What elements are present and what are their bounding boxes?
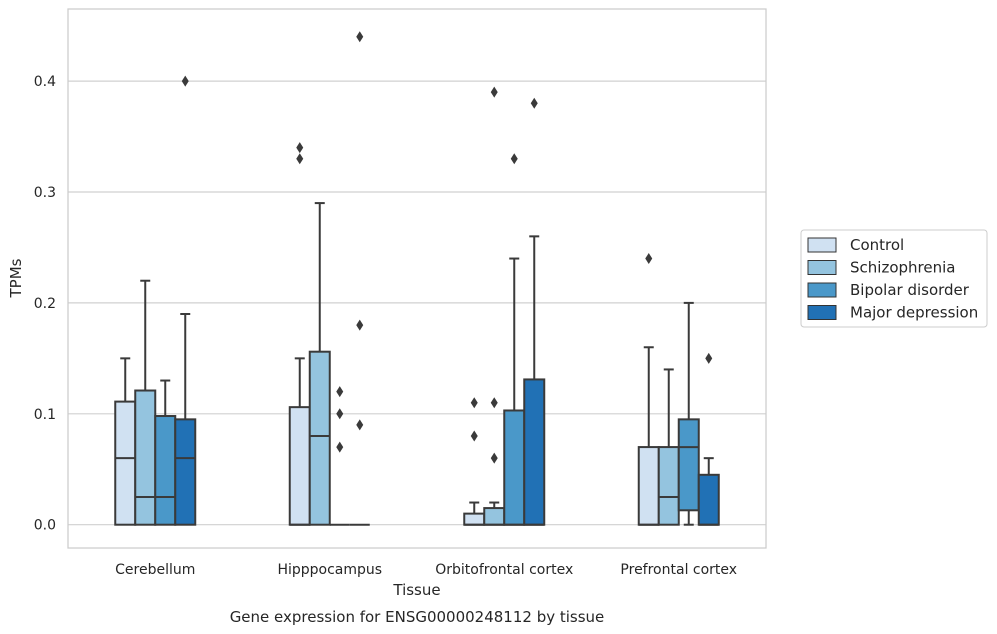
box-schizophrenia: [483, 86, 506, 526]
legend-label: Bipolar disorder: [850, 281, 970, 299]
box-schizophrenia: [657, 368, 680, 526]
x-tick-label: Prefrontal cortex: [620, 562, 737, 578]
outlier-point: [336, 408, 344, 420]
outlier-point: [336, 386, 344, 398]
legend-swatch: [807, 237, 837, 253]
outlier-point: [530, 97, 538, 109]
box-major-depression: [349, 31, 370, 526]
outlier-point: [181, 75, 189, 87]
x-tick-label: Cerebellum: [115, 562, 195, 578]
box-body: [637, 446, 660, 526]
legend-frame: [800, 229, 988, 328]
box-body: [503, 409, 526, 526]
y-tick-label: 0.1: [34, 407, 56, 423]
y-tick-label: 0.2: [34, 296, 56, 312]
y-axis-label: TPMs: [7, 258, 25, 298]
box-body: [288, 406, 311, 526]
legend-label: Schizophrenia: [850, 259, 955, 277]
x-tick-label: Orbitofrontal cortex: [435, 562, 573, 578]
legend-label: Control: [850, 236, 904, 254]
chart-caption: Gene expression for ENSG00000248112 by t…: [230, 608, 605, 626]
box-body: [697, 473, 720, 526]
box-body: [114, 400, 137, 526]
box-body: [677, 418, 700, 512]
outlier-point: [470, 397, 478, 409]
box-major-depression: [523, 97, 546, 526]
outlier-point: [490, 397, 498, 409]
plot-frame: [67, 8, 767, 549]
box-bipolar-disorder: [677, 301, 700, 526]
x-tick-label: Hipppocampus: [277, 562, 382, 578]
outlier-point: [336, 441, 344, 453]
box-bipolar-disorder: [329, 386, 350, 526]
outlier-point: [356, 31, 364, 43]
box-control: [637, 253, 660, 526]
box-body: [174, 418, 197, 526]
outlier-point: [356, 319, 364, 331]
box-body: [154, 415, 177, 526]
y-tick-labels: 0.0 0.1 0.2 0.3 0.4: [34, 74, 56, 534]
box-major-depression: [697, 352, 720, 526]
outlier-point: [645, 253, 653, 265]
legend-swatch: [807, 282, 837, 298]
box-body: [463, 512, 486, 526]
legend: Control Schizophrenia Bipolar disorder Majo…: [800, 229, 988, 328]
box-body: [483, 507, 506, 526]
outlier-point: [705, 352, 713, 364]
box-body: [657, 446, 680, 526]
y-tick-label: 0.4: [34, 74, 56, 90]
box-schizophrenia: [308, 202, 331, 526]
box-control: [114, 357, 137, 526]
box-schizophrenia: [134, 279, 157, 526]
box-body: [308, 350, 331, 526]
legend-swatch: [807, 305, 837, 320]
box-body: [523, 378, 546, 526]
legend-swatch: [807, 260, 837, 275]
y-tick-label: 0.0: [34, 518, 56, 534]
outlier-point: [356, 419, 364, 431]
x-axis-label: Tissue: [392, 581, 440, 599]
outlier-point: [490, 452, 498, 464]
box-control: [463, 397, 486, 526]
legend-label: Major depression: [850, 304, 978, 322]
outlier-point: [490, 86, 498, 98]
outlier-point: [510, 153, 518, 165]
outlier-point: [296, 153, 304, 165]
box-body: [134, 389, 157, 526]
box-bipolar-disorder: [154, 379, 177, 526]
x-tick-labels: Cerebellum Hipppocampus Orbitofrontal cort…: [115, 562, 737, 578]
box-bipolar-disorder: [503, 153, 526, 526]
y-tick-label: 0.3: [34, 185, 56, 201]
outlier-point: [296, 142, 304, 154]
box-major-depression: [174, 75, 197, 526]
box-control: [288, 142, 311, 526]
box-groups: [114, 31, 720, 526]
outlier-point: [470, 430, 478, 442]
